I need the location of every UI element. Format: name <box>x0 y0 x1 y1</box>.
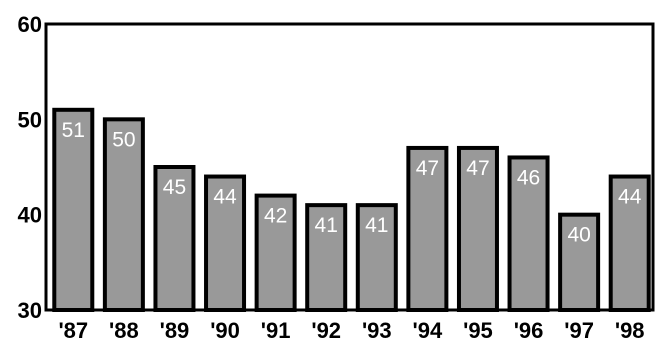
bar <box>558 212 601 313</box>
y-tick-label: 60 <box>18 12 42 37</box>
bar <box>204 174 247 312</box>
bar <box>608 174 651 312</box>
bar-value-label: 46 <box>517 166 540 189</box>
x-tick-label: '95 <box>463 318 493 343</box>
bars: 51 50 45 44 42 41 41 47 47 46 40 44 <box>52 107 651 313</box>
x-tick-label: '89 <box>160 318 190 343</box>
bar-value-label: 41 <box>315 214 338 237</box>
bar-value-label: 41 <box>365 214 388 237</box>
bar <box>254 193 297 313</box>
x-tick-label: '93 <box>362 318 392 343</box>
x-tick-label: '88 <box>109 318 139 343</box>
bar-value-label: 50 <box>112 128 135 151</box>
bar <box>153 165 196 312</box>
bar-value-label: 45 <box>163 176 186 199</box>
y-tick-label: 50 <box>18 107 42 132</box>
bar <box>102 117 145 313</box>
x-tick-label: '97 <box>564 318 594 343</box>
x-tick-label: '94 <box>413 318 443 343</box>
bar <box>507 155 550 312</box>
y-tick-label: 30 <box>18 298 42 323</box>
x-tick-label: '96 <box>514 318 544 343</box>
y-tick-label: 40 <box>18 203 42 228</box>
x-tick-label: '91 <box>261 318 291 343</box>
x-axis: '87 '88 '89 '90 '91 '92 '93 '94 '95 '96 '97 '98 <box>58 318 644 343</box>
bar-value-label: 44 <box>618 186 642 209</box>
x-tick-label: '98 <box>615 318 645 343</box>
bar <box>456 145 499 312</box>
plot-frame <box>44 22 655 312</box>
bar-value-label: 51 <box>62 119 85 142</box>
bar-value-label: 44 <box>213 186 237 209</box>
y-axis: 30 40 50 60 <box>18 12 42 323</box>
bar <box>305 203 348 312</box>
bar-value-label: 40 <box>567 224 590 247</box>
bar <box>52 107 95 312</box>
bar-value-label: 47 <box>466 157 489 180</box>
x-tick-label: '87 <box>58 318 88 343</box>
bar <box>355 203 398 312</box>
bar-value-label: 47 <box>416 157 439 180</box>
x-tick-label: '90 <box>210 318 240 343</box>
bar <box>406 145 449 312</box>
x-tick-label: '92 <box>311 318 341 343</box>
bar-value-label: 42 <box>264 205 287 228</box>
